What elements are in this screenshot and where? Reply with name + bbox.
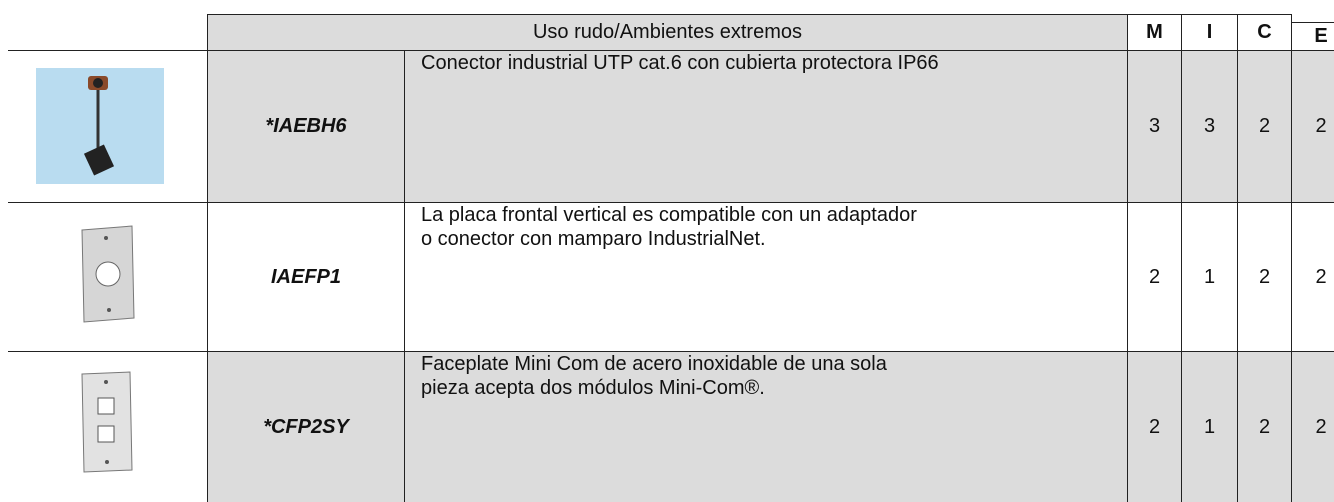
- description: Faceplate Mini Com de acero inoxidable d…: [404, 351, 1128, 502]
- table-title: Uso rudo/Ambientes extremos: [207, 14, 1128, 51]
- product-image: [81, 225, 135, 323]
- column-header: E: [1291, 22, 1334, 51]
- rating: 1: [1181, 202, 1238, 352]
- column-header: I: [1181, 14, 1238, 51]
- rating: 2: [1291, 351, 1334, 502]
- rating: 1: [1181, 351, 1238, 502]
- rating: 3: [1127, 50, 1182, 203]
- description: Conector industrial UTP cat.6 con cubier…: [404, 50, 1128, 203]
- rating: 2: [1237, 351, 1292, 502]
- product-image: [36, 68, 164, 184]
- rating: 2: [1237, 50, 1292, 203]
- product-code: *CFP2SY: [207, 351, 405, 502]
- description-line: pieza acepta dos módulos Mini-Com®.: [421, 377, 765, 399]
- rating: 2: [1127, 202, 1182, 352]
- product-image: [81, 371, 133, 473]
- column-header: M: [1127, 14, 1182, 51]
- product-code: IAEFP1: [207, 202, 405, 352]
- product-code: *IAEBH6: [207, 50, 405, 203]
- rating: 2: [1291, 202, 1334, 352]
- description-line: La placa frontal vertical es compatible …: [421, 204, 917, 226]
- column-header: C: [1237, 14, 1292, 51]
- description-line: Conector industrial UTP cat.6 con cubier…: [421, 52, 939, 74]
- rating: 2: [1127, 351, 1182, 502]
- rating: 2: [1291, 50, 1334, 203]
- rating: 2: [1237, 202, 1292, 352]
- description: La placa frontal vertical es compatible …: [404, 202, 1128, 352]
- rating: 3: [1181, 50, 1238, 203]
- description-line: Faceplate Mini Com de acero inoxidable d…: [421, 353, 887, 375]
- description-line: o conector con mamparo IndustrialNet.: [421, 228, 766, 250]
